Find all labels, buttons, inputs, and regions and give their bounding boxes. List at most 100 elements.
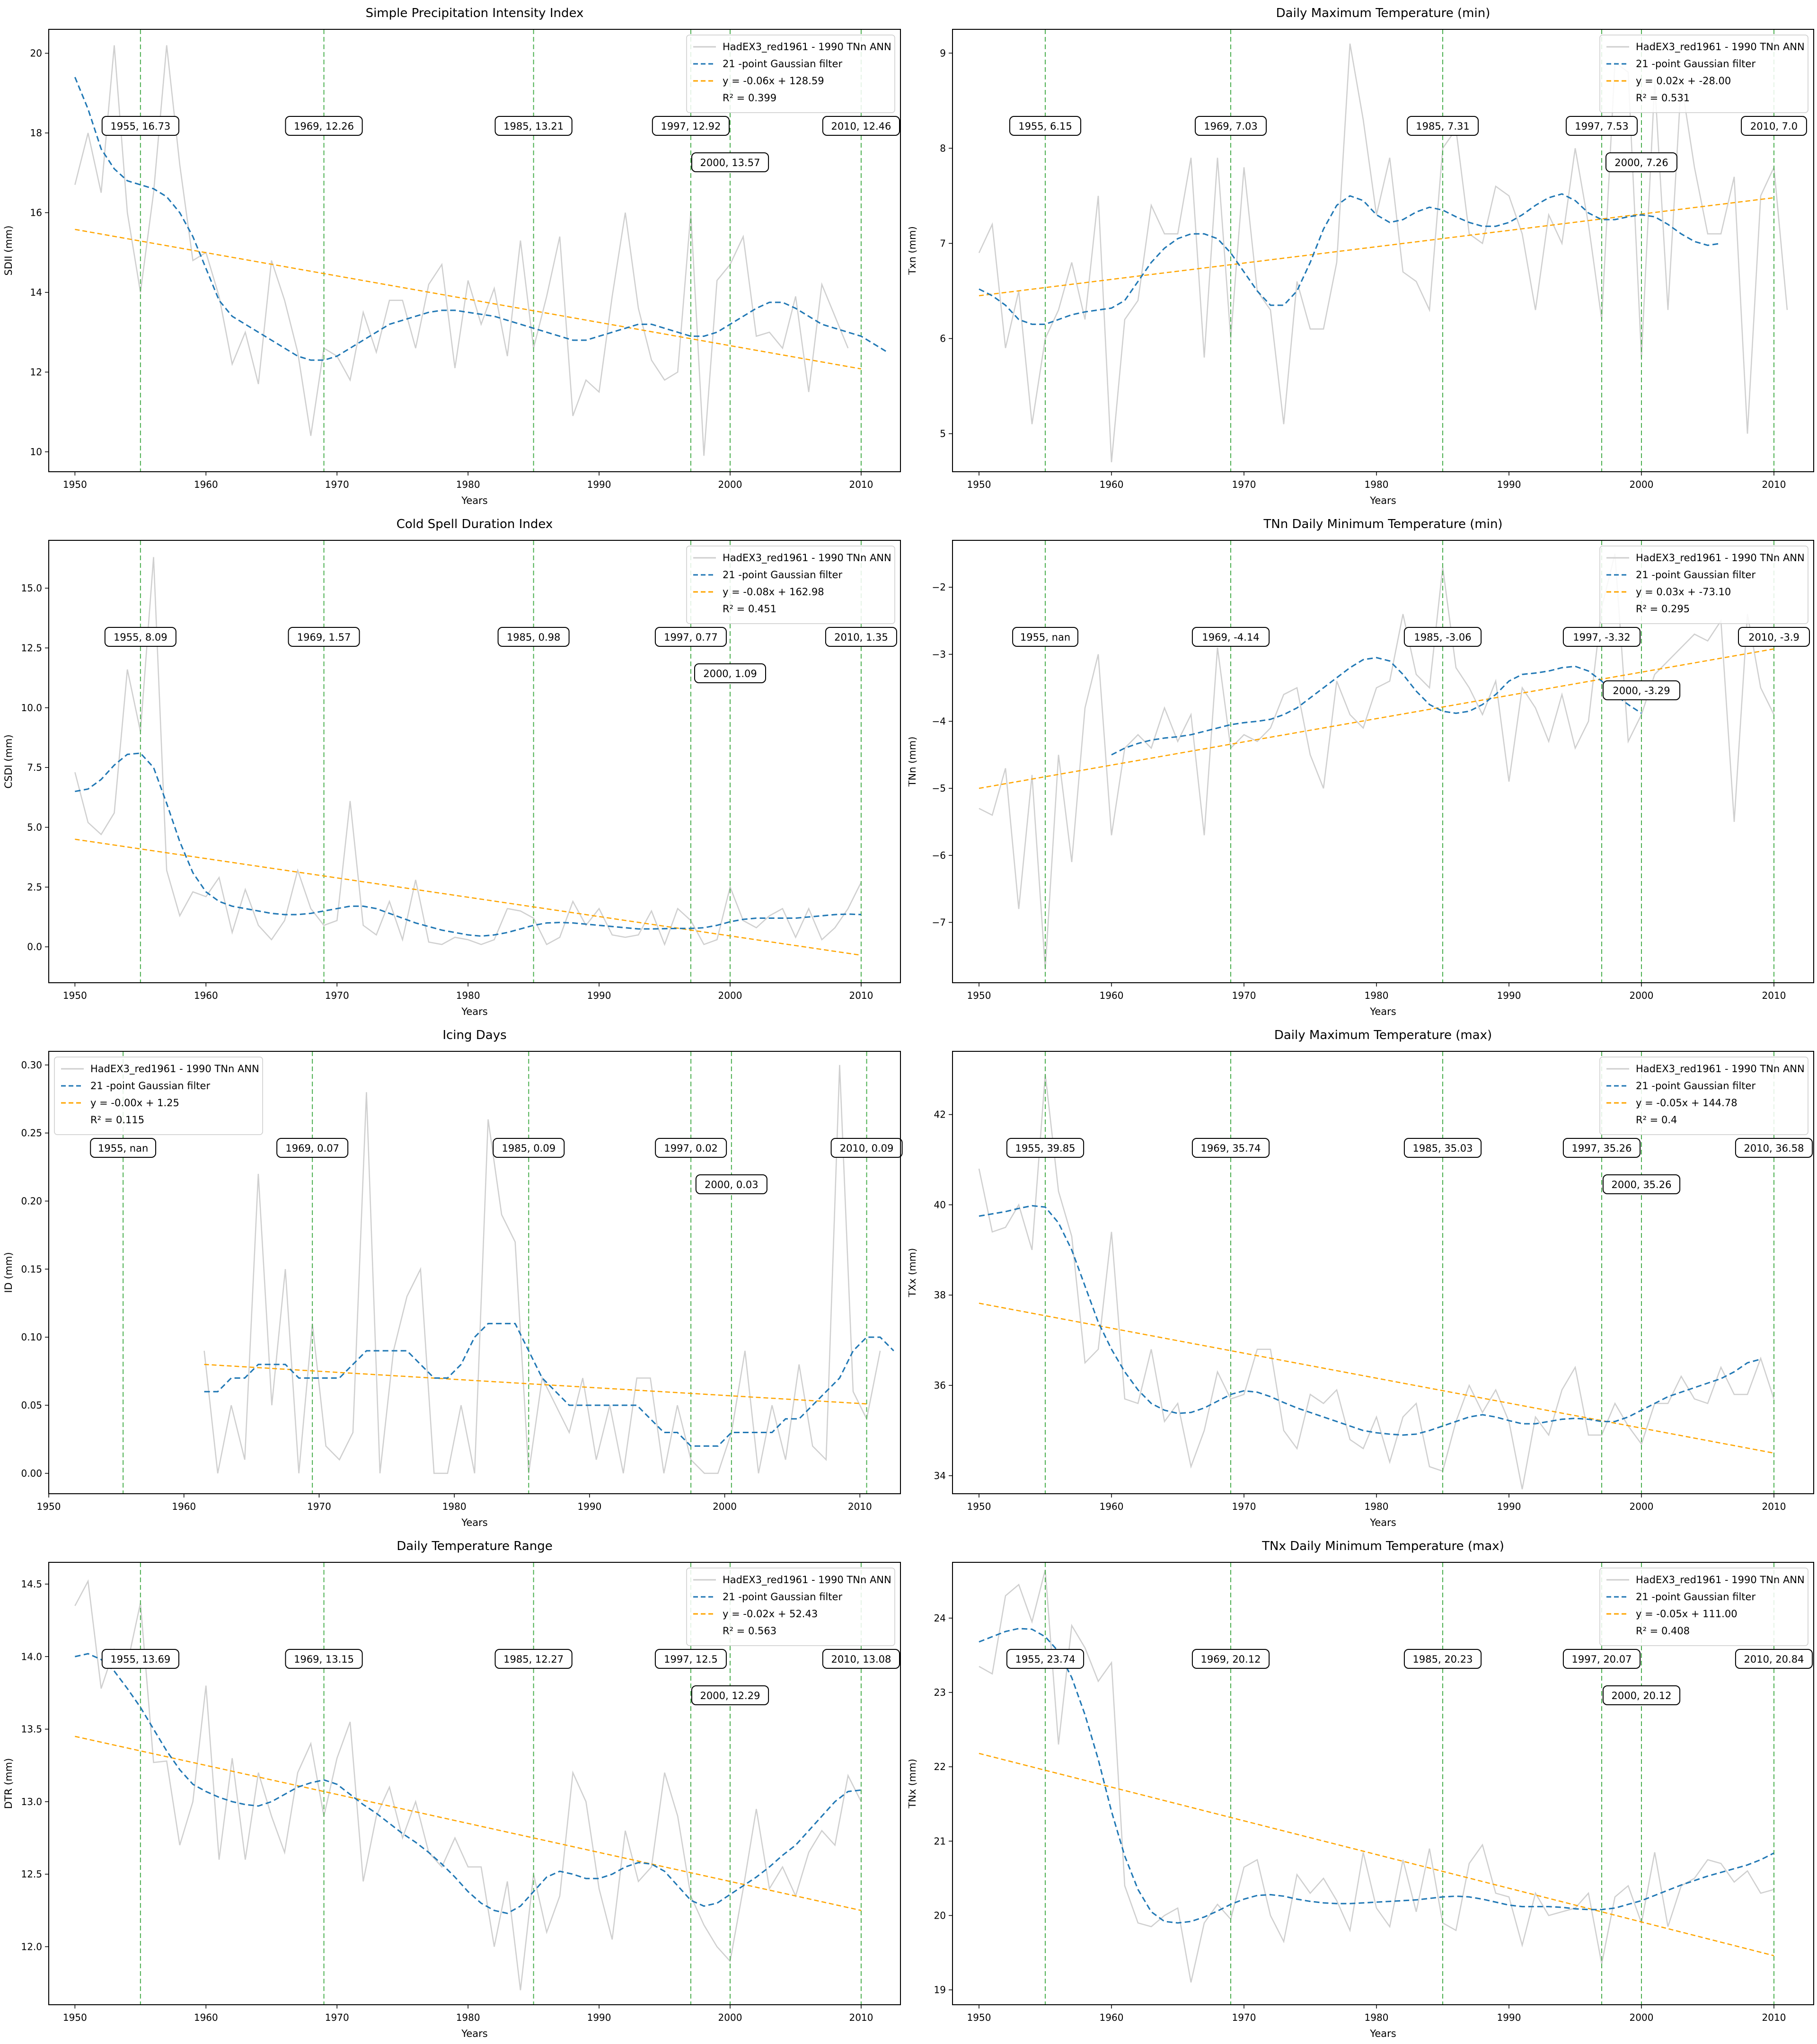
marker-annotation: 1985, -3.06 bbox=[1404, 627, 1481, 646]
x-axis-label: Years bbox=[1369, 2028, 1396, 2039]
x-tick-label: 1980 bbox=[1365, 990, 1389, 1001]
legend-r2-label: R² = 0.563 bbox=[723, 1625, 776, 1637]
annotation-label: 1969, 1.57 bbox=[297, 632, 351, 643]
legend-r2-label: R² = 0.399 bbox=[723, 92, 776, 104]
x-tick-label: 1950 bbox=[37, 1501, 61, 1512]
marker-annotation: 1997, -3.32 bbox=[1563, 627, 1640, 646]
x-tick-label: 2000 bbox=[1630, 2012, 1654, 2023]
y-tick-label: 0.0 bbox=[27, 941, 42, 952]
x-tick-label: 1990 bbox=[587, 2012, 611, 2023]
x-tick-label: 1970 bbox=[1232, 479, 1256, 490]
y-tick-label: −7 bbox=[932, 917, 946, 928]
annotation-label: 1985, 20.23 bbox=[1413, 1654, 1473, 1665]
marker-annotation: 1969, 20.12 bbox=[1192, 1649, 1269, 1668]
x-axis-label: Years bbox=[1369, 495, 1396, 506]
marker-annotation: 1997, 12.5 bbox=[655, 1649, 726, 1668]
x-axis-label: Years bbox=[461, 1006, 487, 1017]
annotation-label: 1997, 12.92 bbox=[661, 121, 721, 132]
y-axis-label: SDII (mm) bbox=[3, 226, 14, 276]
legend-trend-label: y = 0.03x + -73.10 bbox=[1636, 586, 1731, 598]
y-tick-label: 14.5 bbox=[21, 1578, 42, 1590]
annotation-label: 2000, 20.12 bbox=[1612, 1690, 1672, 1701]
x-tick-label: 1980 bbox=[456, 990, 480, 1001]
y-tick-label: 0.15 bbox=[21, 1263, 42, 1275]
legend-gaussian-label: 21 -point Gaussian filter bbox=[723, 58, 842, 70]
marker-annotation: 2010, 7.0 bbox=[1741, 116, 1807, 135]
x-tick-label: 2000 bbox=[1630, 990, 1654, 1001]
annotation-label: 1997, 20.07 bbox=[1572, 1654, 1632, 1665]
marker-annotation: 1985, 7.31 bbox=[1407, 116, 1478, 135]
raw-series-line bbox=[204, 1065, 881, 1473]
legend-trend-label: y = -0.06x + 128.59 bbox=[723, 75, 824, 87]
marker-annotation: 1969, 35.74 bbox=[1192, 1138, 1269, 1157]
y-tick-label: 0.05 bbox=[21, 1400, 42, 1411]
y-axis-label: TNn (mm) bbox=[908, 737, 918, 787]
legend-r2-label: R² = 0.4 bbox=[1636, 1114, 1677, 1126]
x-tick-label: 2000 bbox=[718, 2012, 742, 2023]
marker-annotation: 1985, 12.27 bbox=[495, 1649, 572, 1668]
y-axis-label: TNx (mm) bbox=[908, 1759, 918, 1809]
marker-annotation: 1969, 12.26 bbox=[285, 116, 362, 135]
y-tick-label: 21 bbox=[934, 1835, 946, 1847]
marker-annotation: 2010, 20.84 bbox=[1736, 1649, 1812, 1668]
y-tick-label: 12.5 bbox=[21, 642, 42, 653]
annotation-label: 1969, 12.26 bbox=[294, 121, 354, 132]
raw-series-line bbox=[979, 1074, 1774, 1489]
legend-trend-label: y = -0.00x + 1.25 bbox=[90, 1097, 179, 1109]
annotation-label: 1985, 35.03 bbox=[1413, 1143, 1473, 1154]
y-tick-label: −2 bbox=[932, 581, 946, 593]
legend: HadEX3_red1961 - 1990 TNn ANN 21 -point G… bbox=[1600, 1057, 1808, 1135]
y-tick-label: 36 bbox=[934, 1380, 946, 1391]
marker-annotation: 2010, -3.9 bbox=[1738, 627, 1809, 646]
marker-annotation: 2000, 20.12 bbox=[1603, 1686, 1680, 1705]
x-tick-label: 2000 bbox=[718, 479, 742, 490]
x-tick-label: 1990 bbox=[1497, 1501, 1521, 1512]
marker-annotation: 1997, 20.07 bbox=[1563, 1649, 1640, 1668]
x-tick-label: 1970 bbox=[1232, 990, 1256, 1001]
y-tick-label: 0.20 bbox=[21, 1195, 42, 1207]
legend-r2-label: R² = 0.295 bbox=[1636, 603, 1690, 615]
y-tick-label: −4 bbox=[932, 716, 946, 727]
legend: HadEX3_red1961 - 1990 TNn ANN 21 -point G… bbox=[687, 35, 895, 113]
annotation-label: 1997, 12.5 bbox=[664, 1654, 718, 1665]
y-tick-label: 10.0 bbox=[21, 702, 42, 714]
marker-annotation: 1955, 8.09 bbox=[105, 627, 176, 646]
legend-trend-label: y = -0.05x + 111.00 bbox=[1636, 1608, 1738, 1620]
x-tick-label: 2010 bbox=[1762, 479, 1786, 490]
marker-annotation: 2000, 35.26 bbox=[1603, 1175, 1680, 1194]
gaussian-series-line bbox=[979, 1629, 1774, 1923]
legend-gaussian-label: 21 -point Gaussian filter bbox=[723, 1591, 842, 1603]
x-tick-label: 2000 bbox=[1630, 1501, 1654, 1512]
legend-trend-label: y = 0.02x + -28.00 bbox=[1636, 75, 1731, 87]
x-tick-label: 1980 bbox=[1365, 2012, 1389, 2023]
marker-annotation: 1955, nan bbox=[90, 1138, 156, 1157]
annotation-label: 2000, 35.26 bbox=[1612, 1179, 1672, 1190]
x-tick-label: 1960 bbox=[194, 990, 218, 1001]
chart-panel-6: Daily Maximum Temperature (max)TXx (mm)Y… bbox=[908, 1022, 1817, 1533]
annotation-label: 2010, 13.08 bbox=[831, 1654, 891, 1665]
marker-annotation: 1985, 35.03 bbox=[1404, 1138, 1481, 1157]
chart-panel-3: Cold Spell Duration IndexCSDI (mm)Years1… bbox=[0, 511, 908, 1022]
x-tick-label: 1950 bbox=[967, 479, 991, 490]
y-tick-label: 19 bbox=[934, 1984, 946, 1996]
legend-r2-label: R² = 0.451 bbox=[723, 603, 776, 615]
legend-gaussian-label: 21 -point Gaussian filter bbox=[90, 1080, 210, 1092]
y-tick-label: 8 bbox=[940, 142, 946, 154]
annotation-label: 2000, 13.57 bbox=[700, 157, 760, 168]
legend-raw-label: HadEX3_red1961 - 1990 TNn ANN bbox=[1636, 1063, 1805, 1075]
annotation-label: 1969, 7.03 bbox=[1204, 121, 1258, 132]
y-tick-label: 6 bbox=[940, 333, 946, 344]
y-tick-label: 12.5 bbox=[21, 1868, 42, 1880]
legend-raw-label: HadEX3_red1961 - 1990 TNn ANN bbox=[1636, 552, 1805, 564]
y-tick-label: 20 bbox=[30, 48, 42, 59]
y-tick-label: 14 bbox=[30, 287, 42, 298]
annotation-label: 2010, 36.58 bbox=[1744, 1143, 1804, 1154]
legend-r2-label: R² = 0.408 bbox=[1636, 1625, 1690, 1637]
marker-annotation: 2010, 13.08 bbox=[823, 1649, 900, 1668]
legend: HadEX3_red1961 - 1990 TNn ANN 21 -point G… bbox=[687, 1568, 895, 1646]
y-tick-label: 9 bbox=[940, 47, 946, 59]
annotation-label: 1997, 0.77 bbox=[664, 632, 718, 643]
y-axis-label: Txn (mm) bbox=[908, 226, 918, 275]
marker-annotation: 2000, 1.09 bbox=[695, 664, 766, 683]
